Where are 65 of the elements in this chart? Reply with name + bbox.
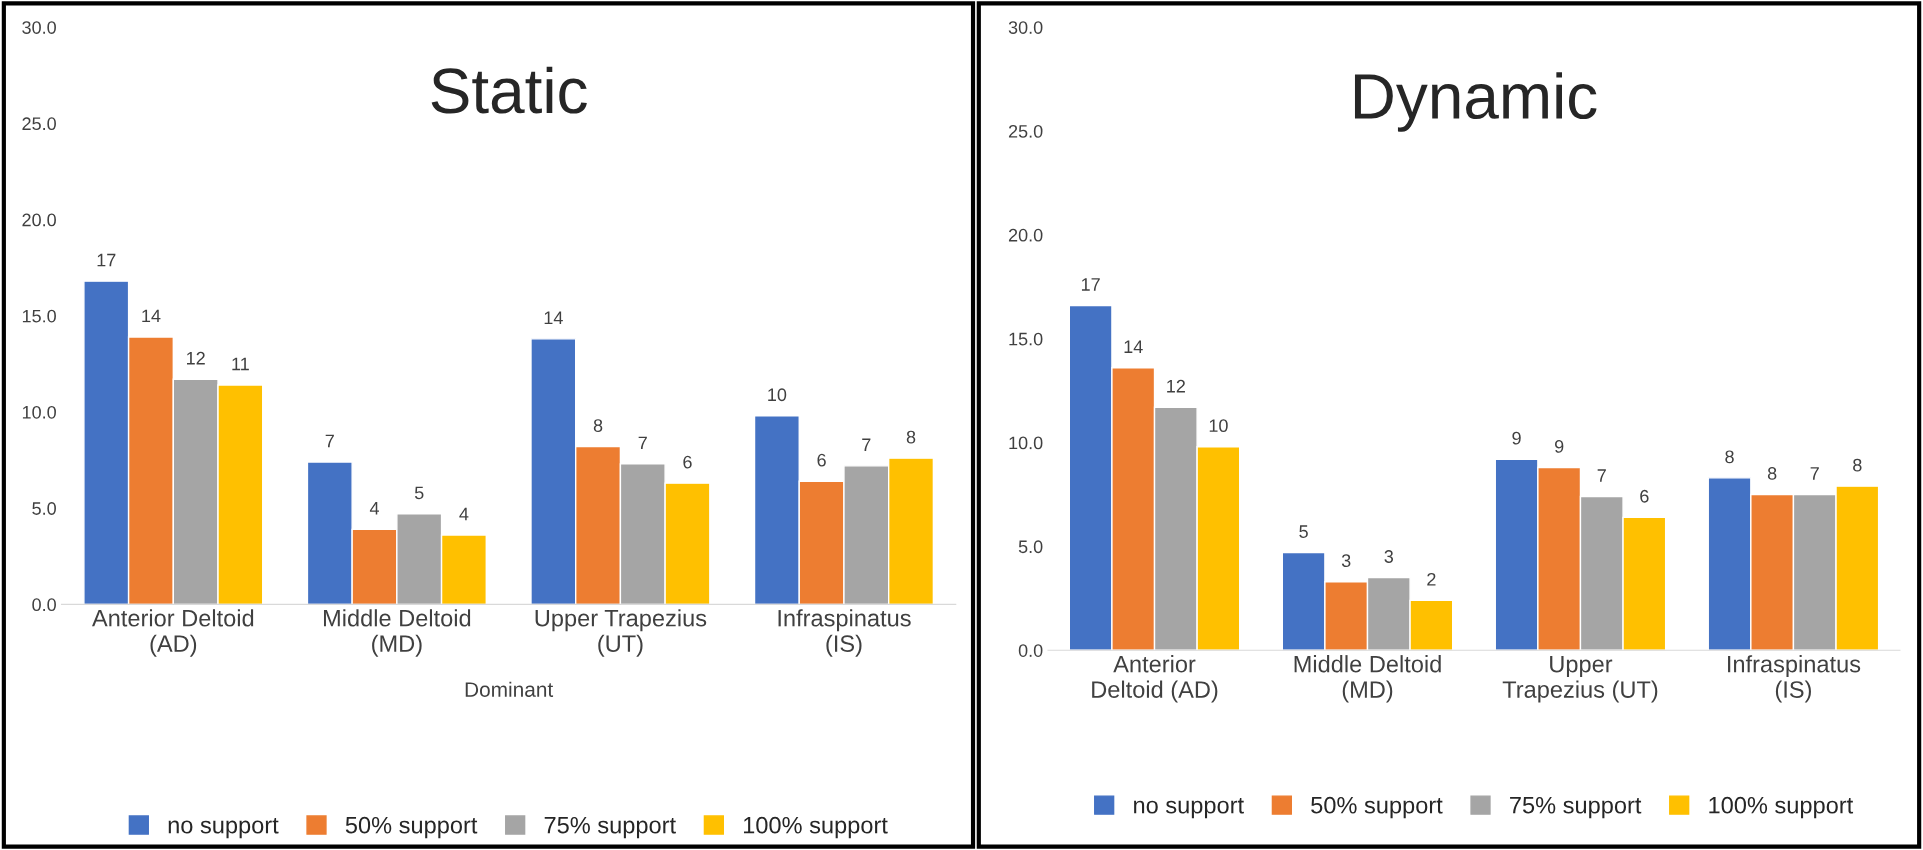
data-label: 17: [97, 253, 116, 267]
data-label: 4: [369, 502, 379, 515]
data-label: 5: [1299, 525, 1308, 538]
data-label: 4: [459, 507, 469, 521]
y-tick-label: 20.0: [1008, 228, 1043, 242]
data-label: 7: [325, 434, 334, 448]
data-label: 8: [906, 430, 916, 444]
y-tick-label: 15.0: [1009, 332, 1043, 346]
data-label: 5: [414, 486, 424, 500]
data-label: 12: [187, 351, 205, 365]
legend-label: no support: [1134, 798, 1244, 819]
y-tick-label: 30.0: [1008, 21, 1043, 34]
x-tick-label: Infraspinatus (IS): [778, 609, 911, 657]
y-tick-label: 25.0: [22, 117, 56, 131]
data-label: 2: [1427, 572, 1436, 586]
x-tick-label: Anterior Deltoid (AD): [1092, 655, 1218, 703]
data-label: 14: [544, 311, 563, 324]
data-label: 6: [817, 453, 826, 467]
data-label: 3: [1341, 554, 1351, 568]
data-label: 7: [638, 436, 647, 450]
legend-label: 100% support: [1709, 796, 1854, 819]
y-tick-label: 10.0: [22, 405, 56, 419]
data-label: 8: [1725, 450, 1734, 464]
x-tick-label: Middle Deltoid (MD): [1294, 655, 1441, 703]
y-tick-label: 30.0: [22, 21, 56, 34]
data-label: 8: [1853, 458, 1862, 472]
y-tick-label: 0.0: [1018, 644, 1043, 657]
x-tick-label: Middle Deltoid (MD): [323, 609, 471, 657]
y-tick-label: 15.0: [22, 309, 56, 323]
y-tick-label: 5.0: [1018, 540, 1043, 554]
y-tick-label: 10.0: [1009, 436, 1043, 450]
data-label: 10: [768, 388, 787, 402]
data-label: 7: [1597, 469, 1606, 482]
data-label: 6: [683, 455, 692, 469]
x-tick-label: Upper Trapezius (UT): [1502, 655, 1658, 703]
legend-label: no support: [168, 818, 279, 839]
x-tick-label: Infraspinatus (IS): [1728, 655, 1861, 703]
y-tick-label: 5.0: [32, 502, 56, 515]
legend-label: 50% support: [345, 816, 478, 839]
y-tick-label: 25.0: [1008, 124, 1043, 138]
legend-label: 50% support: [1311, 796, 1443, 819]
legend-label: 75% support: [544, 816, 676, 839]
data-label: 10: [1209, 419, 1228, 433]
data-label: 7: [1810, 467, 1819, 480]
x-axis-title: Dominant: [465, 681, 554, 697]
data-label: 14: [142, 309, 161, 323]
chart-title: Static: [431, 66, 587, 114]
data-label: 17: [1081, 278, 1100, 291]
data-label: 9: [1554, 440, 1564, 453]
y-tick-label: 20.0: [22, 213, 56, 227]
data-label: 7: [862, 438, 871, 451]
x-tick-label: Anterior Deltoid (AD): [92, 609, 254, 657]
data-label: 14: [1124, 340, 1143, 353]
data-label: 8: [1767, 467, 1777, 480]
text: Dynamic: [1354, 72, 1597, 132]
data-label: 12: [1167, 379, 1185, 393]
data-label: 8: [593, 419, 603, 432]
legend-label: 100% support: [743, 816, 888, 839]
legend-label: 75% support: [1510, 796, 1642, 819]
y-tick-label: 0.0: [32, 598, 56, 612]
x-tick-label: Upper Trapezius (UT): [535, 609, 707, 657]
data-label: 6: [1640, 489, 1649, 503]
data-label: 9: [1512, 431, 1521, 445]
data-label: 3: [1384, 550, 1394, 563]
data-label: 11: [232, 357, 249, 371]
